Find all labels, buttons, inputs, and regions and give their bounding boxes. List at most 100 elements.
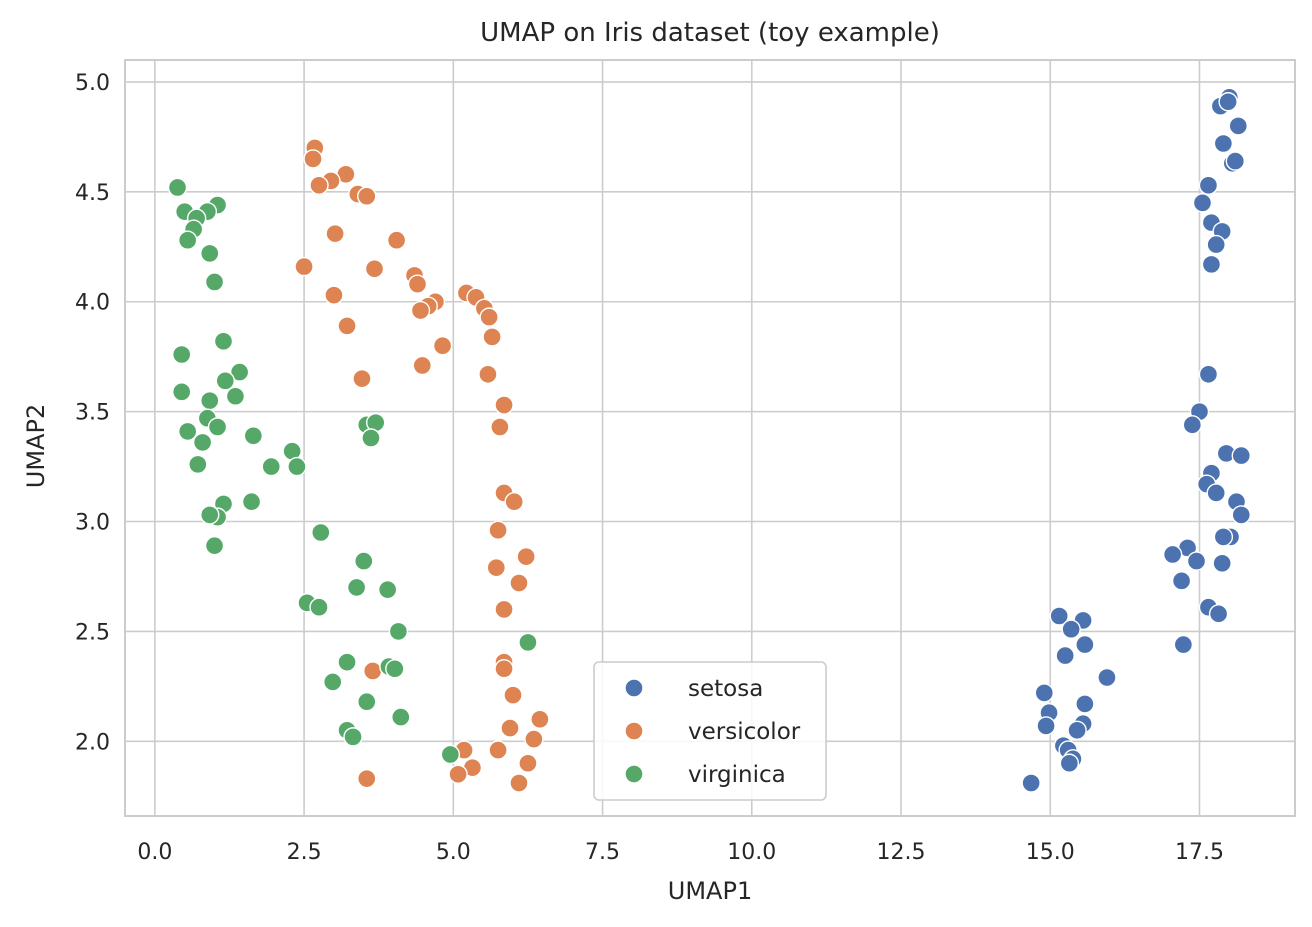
data-point-virginica (343, 727, 363, 747)
data-point-versicolor (530, 709, 550, 730)
data-point-setosa (1213, 527, 1234, 547)
data-point-versicolor (357, 768, 377, 789)
y-axis-ticks: 2.0 2.5 3.0 3.5 4.0 4.5 5.0 (75, 71, 110, 755)
data-point-versicolor (500, 718, 520, 738)
x-tick-label: 17.5 (1175, 840, 1224, 865)
legend-box (593, 661, 827, 801)
data-point-virginica (172, 382, 192, 402)
data-point-setosa (1034, 683, 1054, 703)
data-point-virginica (518, 632, 538, 653)
data-point-virginica (229, 362, 250, 382)
legend-label-setosa: setosa (688, 676, 763, 702)
legend-marker-versicolor (624, 721, 644, 741)
scatter-points (167, 87, 1251, 793)
y-tick-label: 4.5 (75, 181, 110, 206)
data-point-virginica (172, 344, 192, 365)
legend-marker-setosa (624, 678, 644, 698)
legend-label-virginica: virginica (688, 762, 786, 788)
data-point-setosa (1055, 645, 1075, 666)
data-point-versicolor (410, 300, 431, 321)
x-tick-label: 12.5 (877, 840, 926, 865)
x-tick-label: 2.5 (287, 840, 322, 865)
x-tick-label: 7.5 (585, 840, 620, 865)
data-point-virginica (200, 390, 220, 411)
data-point-versicolor (518, 753, 538, 773)
data-point-setosa (1182, 415, 1203, 435)
data-point-versicolor (524, 729, 544, 749)
data-point-versicolor (509, 773, 529, 793)
data-point-versicolor (294, 256, 314, 277)
data-point-versicolor (432, 335, 453, 356)
data-point-versicolor (357, 186, 377, 206)
data-point-virginica (311, 522, 331, 543)
data-point-virginica (377, 579, 398, 600)
data-point-virginica (287, 456, 307, 477)
data-point-setosa (1206, 483, 1226, 503)
y-tick-label: 3.5 (75, 401, 110, 426)
x-tick-label: 0.0 (137, 840, 172, 865)
data-point-setosa (1186, 551, 1207, 571)
data-point-versicolor (352, 368, 372, 389)
data-point-versicolor (364, 259, 385, 279)
data-point-versicolor (407, 274, 428, 294)
y-axis-label: UMAP2 (22, 404, 50, 488)
data-point-setosa (1049, 606, 1069, 626)
data-point-versicolor (509, 573, 529, 593)
x-axis-ticks: 0.0 2.5 5.0 7.5 10.0 12.5 15.0 17.5 (137, 840, 1224, 865)
data-point-versicolor (412, 355, 432, 376)
data-point-setosa (1061, 619, 1081, 639)
data-point-versicolor (486, 557, 506, 578)
data-point-virginica (177, 230, 198, 250)
data-point-setosa (1021, 773, 1041, 793)
data-point-setosa (1192, 193, 1213, 213)
data-point-versicolor (478, 364, 498, 384)
data-point-versicolor (490, 417, 510, 437)
data-point-virginica (200, 243, 220, 264)
data-point-virginica (204, 535, 225, 556)
x-tick-label: 5.0 (436, 840, 471, 865)
data-point-setosa (1208, 604, 1229, 624)
data-point-virginica (309, 597, 329, 617)
data-point-virginica (207, 417, 228, 437)
x-tick-label: 10.0 (727, 840, 776, 865)
y-tick-label: 2.5 (75, 620, 110, 645)
data-point-virginica (241, 492, 262, 512)
series-virginica (167, 177, 538, 765)
data-point-setosa (1171, 571, 1192, 591)
series-versicolor (294, 138, 550, 793)
data-point-versicolor (488, 740, 508, 760)
data-point-virginica (192, 432, 213, 453)
data-point-setosa (1173, 634, 1194, 655)
data-point-versicolor (303, 149, 323, 169)
data-point-versicolor (516, 546, 536, 567)
data-point-virginica (225, 386, 246, 406)
data-point-virginica (391, 707, 411, 727)
data-point-virginica (385, 659, 405, 679)
data-point-setosa (1075, 634, 1095, 655)
y-tick-label: 4.0 (75, 291, 110, 316)
data-point-versicolor (325, 223, 345, 244)
data-point-virginica (177, 421, 198, 442)
data-point-setosa (1059, 753, 1080, 773)
data-point-setosa (1218, 92, 1238, 112)
plot-frame (124, 59, 1296, 817)
data-point-setosa (1198, 364, 1219, 384)
data-point-virginica (440, 744, 461, 765)
data-point-setosa (1206, 234, 1226, 255)
data-point-versicolor (494, 659, 514, 679)
data-point-virginica (354, 551, 374, 571)
data-point-virginica (243, 426, 264, 446)
data-point-versicolor (309, 175, 329, 195)
data-point-setosa (1228, 116, 1248, 136)
y-tick-label: 5.0 (75, 71, 110, 96)
data-point-setosa (1213, 133, 1234, 154)
data-point-virginica (215, 371, 235, 391)
data-point-versicolor (386, 230, 407, 250)
data-point-setosa (1225, 151, 1246, 171)
data-point-virginica (200, 505, 220, 525)
data-point-versicolor (482, 327, 502, 347)
data-point-setosa (1198, 175, 1219, 195)
series-setosa (1021, 87, 1251, 793)
data-point-versicolor (363, 661, 383, 681)
x-tick-label: 15.0 (1026, 840, 1075, 865)
